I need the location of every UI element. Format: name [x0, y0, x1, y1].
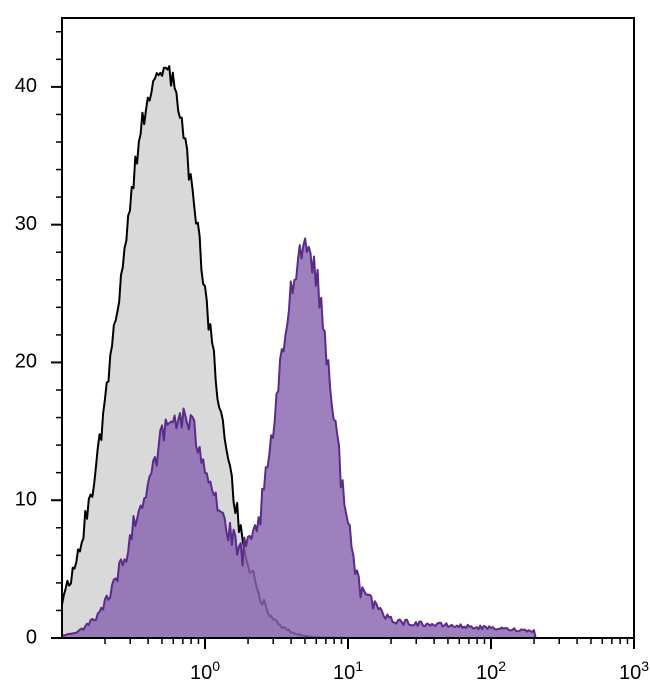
- y-tick-label: 0: [26, 626, 37, 648]
- x-tick-label: 102: [476, 658, 506, 684]
- x-tick-label: 103: [619, 658, 649, 684]
- x-tick-label: 100: [190, 658, 220, 684]
- x-axis: 100 101 102 103: [105, 638, 649, 684]
- y-tick-label: 30: [15, 213, 37, 235]
- y-tick-label: 10: [15, 489, 37, 511]
- y-axis: 0 10 20 30 40: [15, 32, 62, 649]
- flow-histogram-chart: 0 10 20 30 40 100 101 102 103: [0, 0, 650, 696]
- y-tick-label: 20: [15, 351, 37, 373]
- x-tick-label: 101: [333, 658, 363, 684]
- y-tick-label: 40: [15, 75, 37, 97]
